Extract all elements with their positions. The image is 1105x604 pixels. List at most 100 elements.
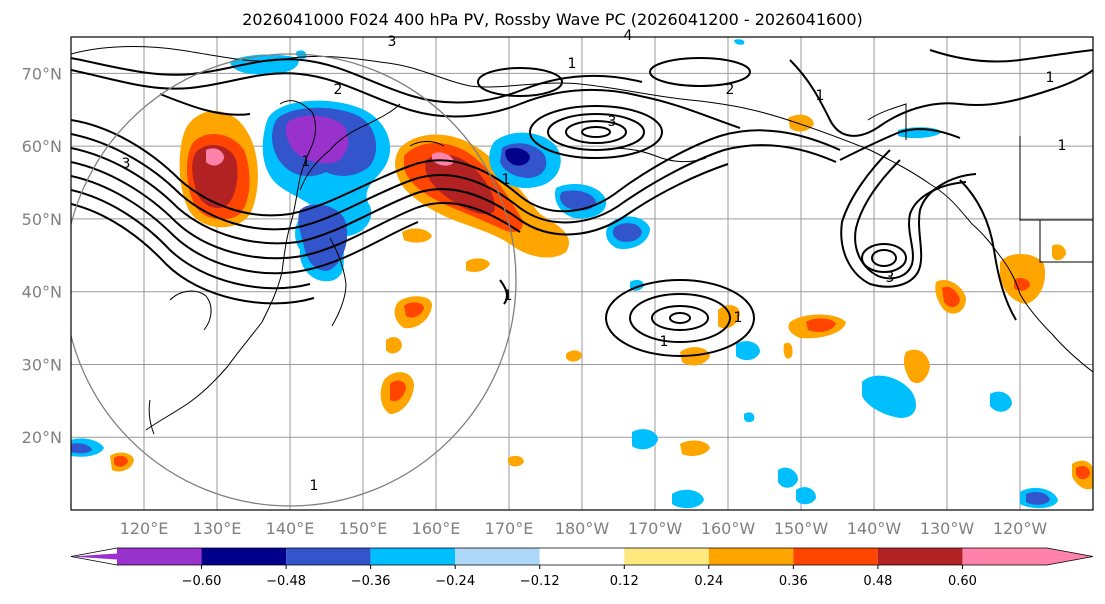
colorbar-segment <box>455 548 540 565</box>
lat-tick-label: 20°N <box>22 428 62 447</box>
contour-labels: 3 1 2 3 4 1 1 1 2 1 3 1 3 1 1 1 1 <box>122 28 1067 494</box>
colorbar-tick-label: 0.60 <box>948 574 977 589</box>
chart-title: 2026041000 F024 400 hPa PV, Rossby Wave … <box>242 10 863 29</box>
pv-negative-area <box>990 391 1012 412</box>
contour-label: 1 <box>502 172 511 188</box>
lon-tick-label: 140°W <box>847 519 902 538</box>
contour-label: 3 <box>388 34 397 50</box>
colorbar-segment <box>370 548 456 565</box>
contour-label: 3 <box>886 270 895 286</box>
pv-positive-area <box>404 302 424 318</box>
colorbar-tick-label: −0.12 <box>520 574 560 589</box>
pv-positive-area <box>114 455 128 467</box>
contour-label: 3 <box>608 114 617 130</box>
lat-tick-label: 30°N <box>22 355 62 374</box>
lon-tick-label: 160°W <box>701 519 756 538</box>
pv-positive-area <box>466 258 490 272</box>
lon-tick-label: 130°E <box>193 519 242 538</box>
contour-label: 1 <box>734 310 743 326</box>
pv-positive-area <box>1076 466 1090 480</box>
lon-tick-label: 150°W <box>774 519 829 538</box>
pv-positive-area <box>806 318 836 332</box>
lat-tick-label: 70°N <box>22 64 62 83</box>
pv-negative-area <box>71 443 92 454</box>
lon-tick-label: 120°W <box>993 519 1048 538</box>
lat-tick-label: 40°N <box>22 283 62 302</box>
colorbar-segment <box>708 548 794 565</box>
colorbar-segment <box>793 548 878 565</box>
colorbar-tick-label: −0.36 <box>351 574 391 589</box>
pv-negative-area <box>285 115 349 164</box>
radius-ring <box>71 53 517 507</box>
pv-negative-area <box>672 489 704 509</box>
colorbar-tick-label: −0.24 <box>435 574 475 589</box>
pv-positive-area <box>680 440 710 456</box>
pv-negative-area <box>734 39 745 45</box>
pv-negative-area <box>505 148 530 166</box>
pv-positive-area <box>425 154 495 215</box>
contour-label: 2 <box>726 82 735 98</box>
longitude-labels: 120°E 130°E 140°E 150°E 160°E 170°E 180°W 170°W… <box>120 519 1048 538</box>
pv-negative-area <box>796 487 816 505</box>
latitude-labels: 70°N 60°N 50°N 40°N 30°N 20°N <box>22 64 62 447</box>
map-frame <box>70 36 1094 511</box>
colorbar-tick-label: 0.36 <box>779 574 808 589</box>
pv-positive-area <box>386 337 402 354</box>
pv-positive-area <box>566 350 582 362</box>
pv-positive-area <box>390 380 406 402</box>
rossby-wave-contours <box>71 49 1093 357</box>
lon-tick-label: 160°E <box>412 519 461 538</box>
contour-label: 4 <box>624 28 633 44</box>
colorbar: −0.60 −0.48 −0.36 −0.24 −0.12 0.12 0.24 0.36 0.4… <box>70 547 1094 589</box>
pv-positive-area <box>1052 244 1066 261</box>
pv-negative-area <box>560 190 596 211</box>
lon-tick-label: 120°E <box>120 519 169 538</box>
pv-positive-area <box>942 286 960 308</box>
contour-label: 1 <box>504 288 513 304</box>
contour-label: 2 <box>334 82 343 98</box>
colorbar-segment <box>624 548 709 565</box>
colorbar-tick-label: 0.12 <box>610 574 639 589</box>
lon-tick-label: 150°E <box>339 519 388 538</box>
pv-positive-area <box>783 342 793 359</box>
pv-negative-area <box>744 412 755 423</box>
colorbar-outline <box>70 547 1094 566</box>
pv-anomaly-shading <box>71 39 1093 509</box>
pv-positive-area <box>432 152 454 166</box>
pv-negative-area <box>862 375 916 418</box>
contour-label: 3 <box>122 156 131 172</box>
pv-positive-area <box>788 114 814 132</box>
contour-label: 1 <box>310 478 319 494</box>
pv-positive-area <box>903 349 930 384</box>
pv-negative-area <box>778 467 798 488</box>
lon-tick-label: 130°W <box>920 519 975 538</box>
colorbar-tick-label: 0.48 <box>863 574 892 589</box>
contour-label: 1 <box>1058 138 1067 154</box>
colorbar-segment <box>877 548 963 565</box>
lon-tick-label: 180°W <box>555 519 610 538</box>
contour-label: 1 <box>1046 70 1055 86</box>
lon-tick-label: 140°E <box>266 519 315 538</box>
lon-tick-label: 170°E <box>485 519 534 538</box>
pv-positive-area <box>508 455 524 467</box>
colorbar-segment <box>286 548 371 565</box>
colorbar-segment <box>962 548 1047 565</box>
pv-negative-area <box>736 341 760 361</box>
contour-label: 1 <box>660 334 669 350</box>
colorbar-tick-label: 0.24 <box>694 574 723 589</box>
pv-negative-area <box>1026 492 1050 505</box>
colorbar-tick-label: −0.48 <box>266 574 306 589</box>
pv-negative-area <box>632 429 658 450</box>
colorbar-segment <box>201 548 287 565</box>
pv-positive-area <box>192 145 238 209</box>
lat-tick-label: 50°N <box>22 210 62 229</box>
pv-positive-area <box>402 228 432 243</box>
pv-negative-area <box>612 223 642 242</box>
contour-label: 1 <box>568 56 577 72</box>
lat-tick-label: 60°N <box>22 137 62 156</box>
pv-positive-area <box>206 148 224 166</box>
lon-tick-label: 170°W <box>628 519 683 538</box>
colorbar-tick-label: −0.60 <box>182 574 222 589</box>
contour-label: 1 <box>816 88 825 104</box>
